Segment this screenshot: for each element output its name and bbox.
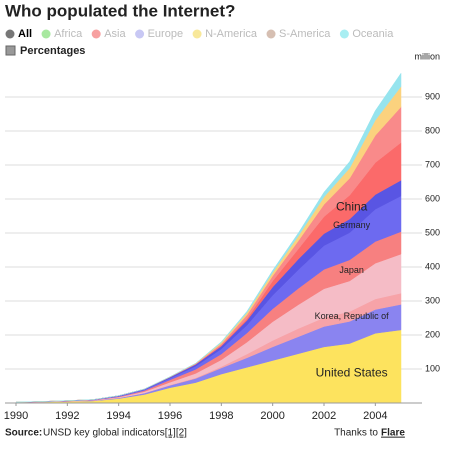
filter-dot[interactable] [266, 29, 276, 39]
filter-label[interactable]: All [18, 28, 32, 40]
plot: 100 200 300 400 500 600 700 800 900 United States… [4, 72, 440, 422]
x-tick-label: 1994 [106, 410, 130, 422]
y-tick-label: 500 [425, 227, 440, 237]
filter-label[interactable]: S-America [279, 28, 331, 40]
filter-dot[interactable] [339, 29, 349, 39]
series-label: Japan [339, 265, 364, 275]
x-tick-label: 1990 [4, 410, 28, 422]
y-tick-label: 900 [425, 91, 440, 101]
toggle-label[interactable]: Percentages [20, 45, 85, 57]
y-tick-label: 800 [425, 125, 440, 135]
filter-bar: All Africa Asia Europe N-America S-America Oce… [5, 28, 394, 40]
link[interactable]: Flare [381, 428, 405, 439]
link[interactable]: [2] [176, 428, 187, 439]
filter-label[interactable]: Europe [148, 28, 183, 40]
y-tick-label: 200 [425, 329, 440, 339]
filter-label[interactable]: Africa [54, 28, 83, 40]
y-tick-label: 400 [425, 261, 440, 271]
series-label: Germany [333, 220, 371, 230]
percentages-toggle[interactable]: Percentages [5, 45, 85, 57]
y-tick-label: 300 [425, 295, 440, 305]
chart-title: Who populated the Internet? [5, 1, 235, 20]
series-label: United States [316, 365, 388, 379]
x-tick-label: 1998 [209, 410, 233, 422]
y-tick-label: 700 [425, 159, 440, 169]
filter-dot[interactable] [192, 29, 202, 39]
series-label: China [336, 199, 368, 213]
x-tick-label: 2000 [260, 410, 284, 422]
checkbox[interactable] [5, 45, 16, 56]
source-text: UNSD key global indicators [43, 428, 165, 439]
filter-dot[interactable] [91, 29, 101, 39]
y-tick-label: 600 [425, 193, 440, 203]
y-unit: million [414, 51, 440, 61]
x-tick-label: 2004 [363, 410, 387, 422]
x-tick-label: 1996 [158, 410, 182, 422]
link-text[interactable]: [1] [165, 428, 176, 439]
filter-dot[interactable] [41, 29, 51, 39]
x-tick-label: 1992 [55, 410, 79, 422]
source-label: Source: [5, 428, 42, 439]
link-text[interactable]: [2] [176, 428, 187, 439]
area [15, 72, 402, 403]
filter-dot[interactable] [135, 29, 145, 39]
link[interactable]: [1] [165, 428, 176, 439]
filter-dot[interactable] [5, 29, 15, 39]
filter-label[interactable]: Oceania [352, 28, 394, 40]
filter-label[interactable]: Asia [104, 28, 126, 40]
thanks: Thanks to [334, 428, 378, 439]
x-tick-label: 2002 [312, 410, 336, 422]
filter-label[interactable]: N-America [205, 28, 258, 40]
y-tick-label: 100 [425, 363, 440, 373]
series-label: Korea, Republic of [315, 311, 390, 321]
link-text[interactable]: Flare [381, 428, 405, 439]
